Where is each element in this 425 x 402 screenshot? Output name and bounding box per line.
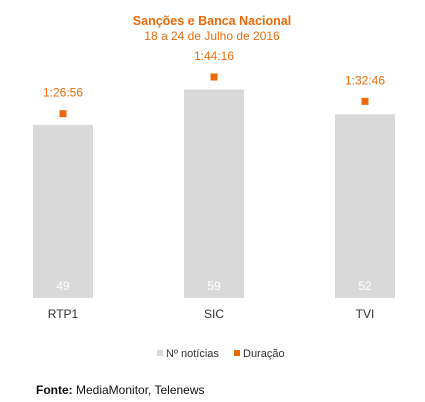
duration-marker [361, 97, 369, 105]
legend-swatch-duration [234, 350, 240, 356]
chart-subtitle: 18 a 24 de Julho de 2016 [144, 29, 280, 43]
bar-value-label: 49 [56, 279, 70, 293]
source-text: MediaMonitor, Telenews [76, 383, 205, 397]
bar-sic [184, 89, 244, 299]
category-label: SIC [204, 307, 224, 321]
plot-area: 49 1:26:56 RTP1 59 1:44:16 SIC 52 1:32:46 TVI [33, 49, 395, 321]
bar-value-label: 52 [358, 279, 372, 293]
duration-marker [210, 73, 218, 81]
legend-label-duration: Duração [243, 348, 285, 360]
legend: Nº notícias Duração [157, 348, 285, 360]
bar-value-label: 59 [207, 279, 221, 293]
bar-tvi [335, 114, 395, 299]
source-label: Fonte: [36, 383, 73, 397]
category-label: RTP1 [48, 307, 79, 321]
chart-title: Sanções e Banca Nacional [133, 14, 291, 28]
category-label: TVI [356, 307, 375, 321]
duration-label: 1:32:46 [345, 73, 385, 87]
legend-label-bars: Nº notícias [166, 348, 219, 360]
legend-swatch-bars [157, 350, 163, 356]
bar-rtp1 [33, 124, 93, 298]
duration-marker [59, 110, 67, 118]
source-footer: Fonte: MediaMonitor, Telenews [36, 383, 205, 397]
duration-label: 1:26:56 [43, 86, 83, 100]
duration-label: 1:44:16 [194, 49, 234, 63]
